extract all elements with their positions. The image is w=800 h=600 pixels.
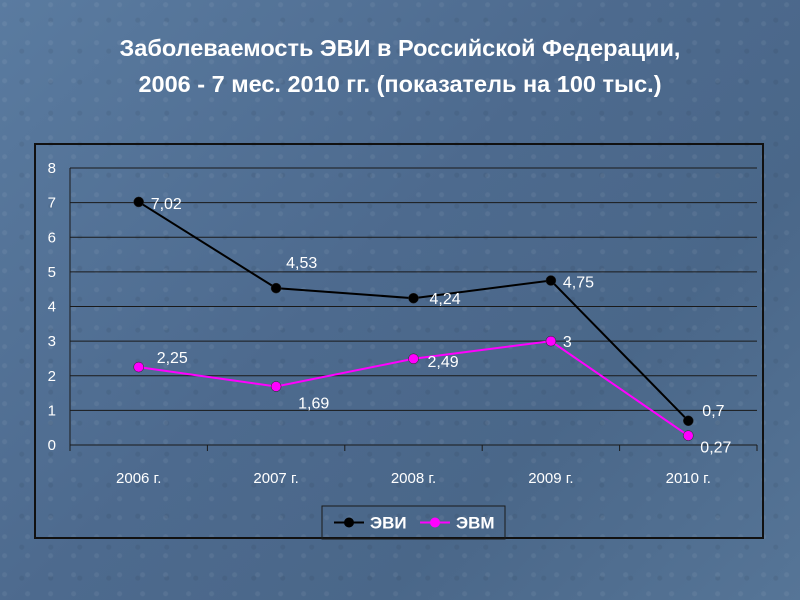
legend-box	[321, 505, 506, 540]
legend-label: ЭВМ	[456, 514, 495, 533]
data-point	[133, 196, 144, 208]
legend: ЭВИ ЭВМ	[321, 505, 506, 540]
y-tick-label: 6	[48, 229, 56, 246]
data-point	[545, 275, 557, 286]
series-line-1	[138, 201, 690, 422]
y-tick-label: 0	[48, 437, 56, 454]
data-label: 0,7	[702, 403, 724, 420]
data-point	[683, 415, 694, 427]
data-label: 7,02	[151, 196, 182, 213]
title-line-2: 2006 - 7 мес. 2010 гг. (показатель на 10…	[138, 71, 662, 97]
x-tick-label: 2010 г.	[666, 470, 711, 487]
y-tick-label: 4	[48, 299, 56, 316]
x-tick-label: 2009 г.	[528, 470, 573, 487]
series-layer	[133, 196, 694, 441]
data-point	[270, 381, 282, 392]
data-point	[408, 292, 419, 304]
y-tick-label: 8	[48, 160, 56, 177]
data-point	[408, 353, 419, 365]
slide-title: Заболеваемость ЭВИ в Российской Федераци…	[0, 30, 800, 102]
title-line-1: Заболеваемость ЭВИ в Российской Федераци…	[119, 35, 681, 61]
axis-layer: 0 1 2 3 4 5 6 7 8 2006 г. 2007 г. 2008 г. 2009 г. 201…	[48, 160, 758, 487]
label-layer: 7,02 4,53 4,24 4,75 0,7 2,25 1,69 2,49 3 0,27	[151, 196, 732, 457]
x-tick-label: 2007 г.	[253, 470, 298, 487]
data-label: 4,75	[563, 275, 594, 292]
data-point	[133, 361, 144, 373]
data-label: 0,27	[700, 440, 731, 457]
x-tick-label: 2008 г.	[391, 470, 436, 487]
data-label: 3	[563, 334, 572, 351]
x-tick-label: 2006 г.	[116, 470, 161, 487]
grid-layer	[70, 167, 757, 446]
data-label: 2,25	[157, 350, 188, 367]
legend-label: ЭВИ	[370, 514, 407, 533]
data-point	[270, 282, 282, 294]
data-label: 2,49	[428, 354, 459, 371]
y-tick-label: 7	[48, 195, 56, 212]
data-label: 4,53	[286, 255, 317, 272]
data-label: 4,24	[430, 291, 461, 308]
data-point	[683, 430, 694, 441]
data-point	[545, 335, 557, 347]
y-tick-label: 1	[48, 402, 56, 419]
data-label: 1,69	[298, 395, 329, 412]
legend-swatch-marker	[430, 517, 440, 528]
y-tick-label: 3	[48, 333, 56, 350]
y-tick-label: 2	[48, 368, 56, 385]
chart-frame	[34, 143, 764, 539]
y-tick-label: 5	[48, 264, 56, 281]
legend-swatch-marker	[344, 517, 354, 528]
